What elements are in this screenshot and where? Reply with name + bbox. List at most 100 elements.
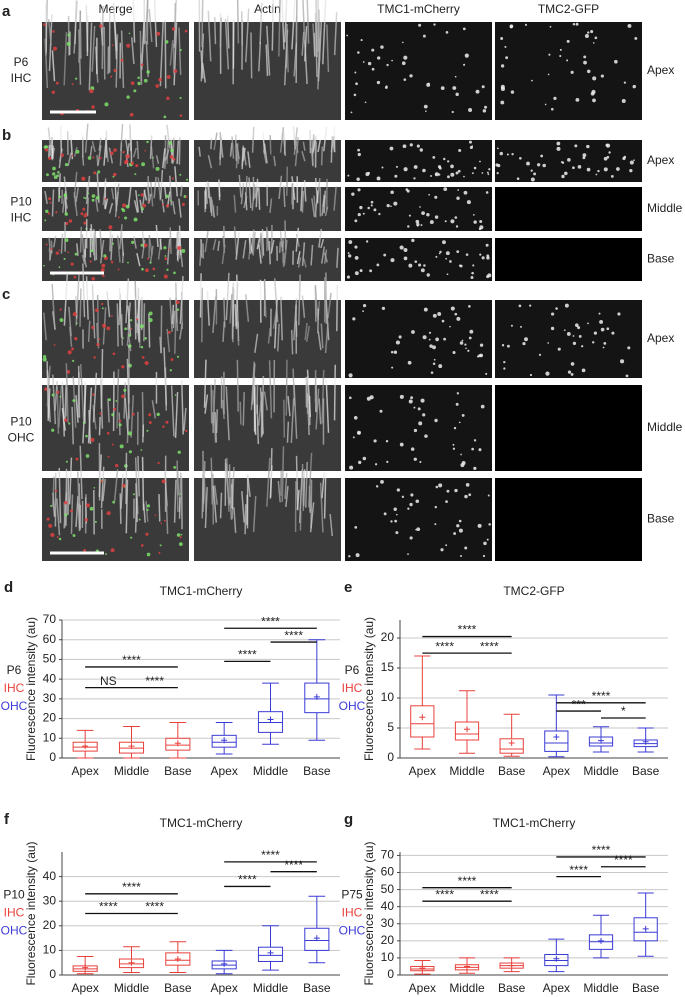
puncta	[499, 151, 503, 156]
puncta	[163, 274, 168, 279]
puncta	[175, 300, 180, 305]
puncta	[181, 249, 186, 254]
puncta	[420, 268, 425, 273]
puncta	[572, 335, 575, 337]
stereocilia	[96, 294, 100, 349]
puncta	[97, 170, 101, 174]
stereocilia	[245, 175, 248, 198]
puncta	[577, 326, 581, 330]
puncta	[461, 339, 464, 342]
puncta	[559, 48, 562, 51]
puncta	[50, 532, 55, 538]
puncta	[479, 160, 481, 163]
puncta	[456, 196, 460, 200]
puncta	[381, 306, 386, 310]
column-label: TMC1-mCherry	[377, 2, 460, 16]
puncta	[603, 167, 608, 172]
stereocilia	[252, 231, 256, 256]
stereocilia	[283, 185, 286, 208]
stereocilia	[178, 198, 182, 218]
puncta	[450, 219, 455, 224]
stereocilia	[110, 234, 114, 261]
cell-label: OHC	[8, 431, 35, 445]
puncta	[455, 92, 459, 97]
puncta	[64, 212, 69, 216]
puncta	[141, 207, 144, 211]
stereocilia	[58, 467, 62, 524]
stereocilia	[333, 186, 337, 211]
stereocilia	[283, 239, 288, 266]
puncta	[129, 319, 133, 322]
stereocilia	[313, 195, 317, 218]
puncta	[547, 73, 550, 76]
stereocilia	[223, 297, 226, 328]
significance-label: ****	[592, 843, 611, 857]
puncta	[505, 56, 509, 60]
puncta	[148, 413, 152, 417]
stereocilia	[130, 37, 135, 65]
mean	[267, 949, 274, 956]
puncta	[504, 45, 507, 48]
stereocilia	[284, 472, 288, 499]
puncta	[423, 264, 426, 267]
puncta	[581, 345, 584, 348]
stereocilia	[248, 238, 252, 260]
puncta	[419, 206, 421, 208]
stereocilia	[214, 412, 218, 443]
stereocilia	[47, 19, 52, 46]
y-tick-label: 20	[43, 711, 57, 725]
puncta	[63, 257, 66, 260]
puncta	[152, 156, 154, 159]
puncta	[430, 174, 432, 177]
stereocilia	[302, 141, 306, 151]
stereocilia	[149, 135, 153, 160]
puncta	[500, 37, 504, 40]
stereocilia	[304, 461, 308, 508]
mean	[508, 740, 515, 746]
puncta	[567, 370, 572, 374]
x-tick-label: Base	[498, 764, 526, 778]
stereocilia	[213, 16, 217, 45]
puncta	[592, 341, 595, 344]
puncta	[117, 216, 120, 219]
puncta	[386, 460, 389, 464]
puncta	[473, 220, 477, 224]
puncta	[354, 71, 357, 74]
cell-label: IHC	[11, 71, 32, 85]
stereocilia	[115, 34, 119, 88]
age-label: P10	[3, 888, 25, 902]
stereocilia	[240, 182, 245, 205]
puncta	[365, 172, 370, 177]
puncta	[574, 144, 578, 148]
puncta	[419, 148, 423, 152]
puncta	[403, 78, 407, 81]
puncta	[100, 268, 105, 272]
puncta	[445, 251, 450, 256]
puncta	[354, 271, 359, 276]
stereocilia	[306, 369, 312, 418]
stereocilia	[107, 398, 110, 423]
age-label: P6	[7, 663, 22, 677]
puncta	[385, 85, 388, 88]
y-tick-label: 60	[381, 865, 395, 879]
y-tick-label: 20	[381, 933, 395, 947]
puncta	[153, 274, 156, 277]
puncta	[432, 156, 436, 159]
chart-title: TMC1-mCherry	[493, 816, 576, 830]
puncta	[82, 421, 85, 424]
puncta	[43, 145, 48, 150]
stereocilia	[251, 126, 255, 153]
y-tick-label: 40	[381, 899, 395, 913]
puncta	[500, 100, 505, 105]
stereocilia	[241, 491, 245, 523]
stereocilia	[165, 149, 170, 160]
stereocilia	[120, 231, 124, 256]
puncta	[346, 275, 351, 279]
puncta	[423, 104, 428, 109]
stereocilia	[268, 240, 271, 265]
x-tick-label: Base	[498, 981, 526, 995]
puncta	[371, 67, 375, 71]
stereocilia	[300, 184, 304, 212]
stereocilia	[164, 367, 168, 411]
puncta	[417, 407, 421, 411]
